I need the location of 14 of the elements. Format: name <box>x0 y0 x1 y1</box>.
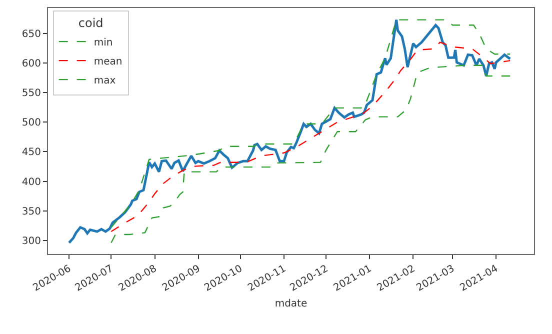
y-tick-label: 300 <box>22 236 41 247</box>
legend-label: min <box>94 37 113 48</box>
y-tick-label: 400 <box>22 176 41 188</box>
legend-label: mean <box>94 56 122 68</box>
legend-title: coid <box>78 16 104 30</box>
y-tick-label: 550 <box>22 88 41 100</box>
y-tick-label: 650 <box>22 28 41 40</box>
legend-label: max <box>94 75 116 86</box>
y-tick-label: 500 <box>22 118 41 129</box>
line-series <box>68 18 512 244</box>
y-tick-label: 600 <box>22 58 41 70</box>
x-axis-title: mdate <box>274 298 308 310</box>
y-tick-label: 450 <box>22 147 41 158</box>
y-tick-label: 350 <box>22 206 41 218</box>
